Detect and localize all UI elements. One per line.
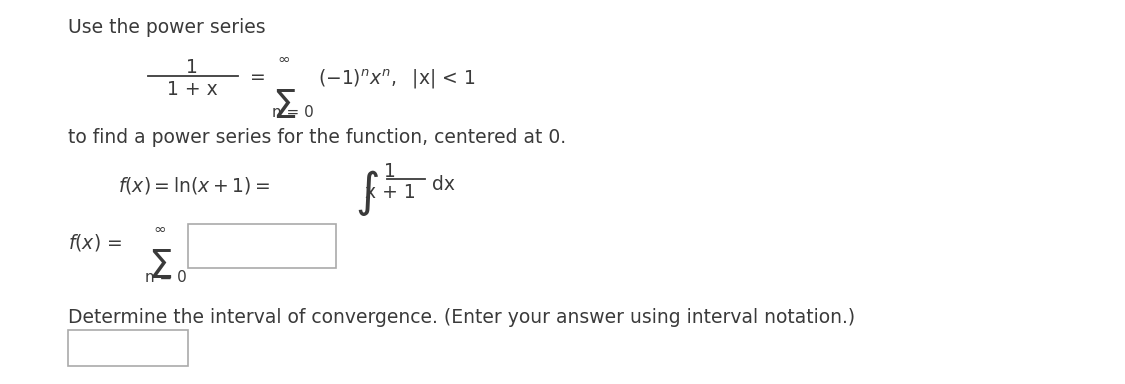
Text: $\int$: $\int$ [356,168,379,218]
Text: n = 0: n = 0 [145,270,187,285]
FancyBboxPatch shape [68,330,188,366]
Text: 1: 1 [186,58,198,77]
Text: Σ: Σ [148,248,172,286]
Text: ∞: ∞ [153,222,165,237]
Text: 1: 1 [384,162,396,181]
Text: x + 1: x + 1 [364,183,415,202]
Text: $(-1)^n x^n,$  |x| < 1: $(-1)^n x^n,$ |x| < 1 [318,68,475,91]
Text: dx: dx [432,175,454,194]
Text: n = 0: n = 0 [272,105,314,120]
FancyBboxPatch shape [188,224,336,268]
Text: $f(x) = \ln(x + 1) =$: $f(x) = \ln(x + 1) =$ [118,175,270,196]
Text: Use the power series: Use the power series [68,18,266,37]
Text: Determine the interval of convergence. (Enter your answer using interval notatio: Determine the interval of convergence. (… [68,308,855,327]
Text: $f(x)$ =: $f(x)$ = [68,232,122,253]
Text: =: = [250,68,266,87]
Text: to find a power series for the function, centered at 0.: to find a power series for the function,… [68,128,566,147]
Text: Σ: Σ [272,88,297,126]
Text: 1 + x: 1 + x [166,80,217,99]
Text: ∞: ∞ [277,52,290,67]
